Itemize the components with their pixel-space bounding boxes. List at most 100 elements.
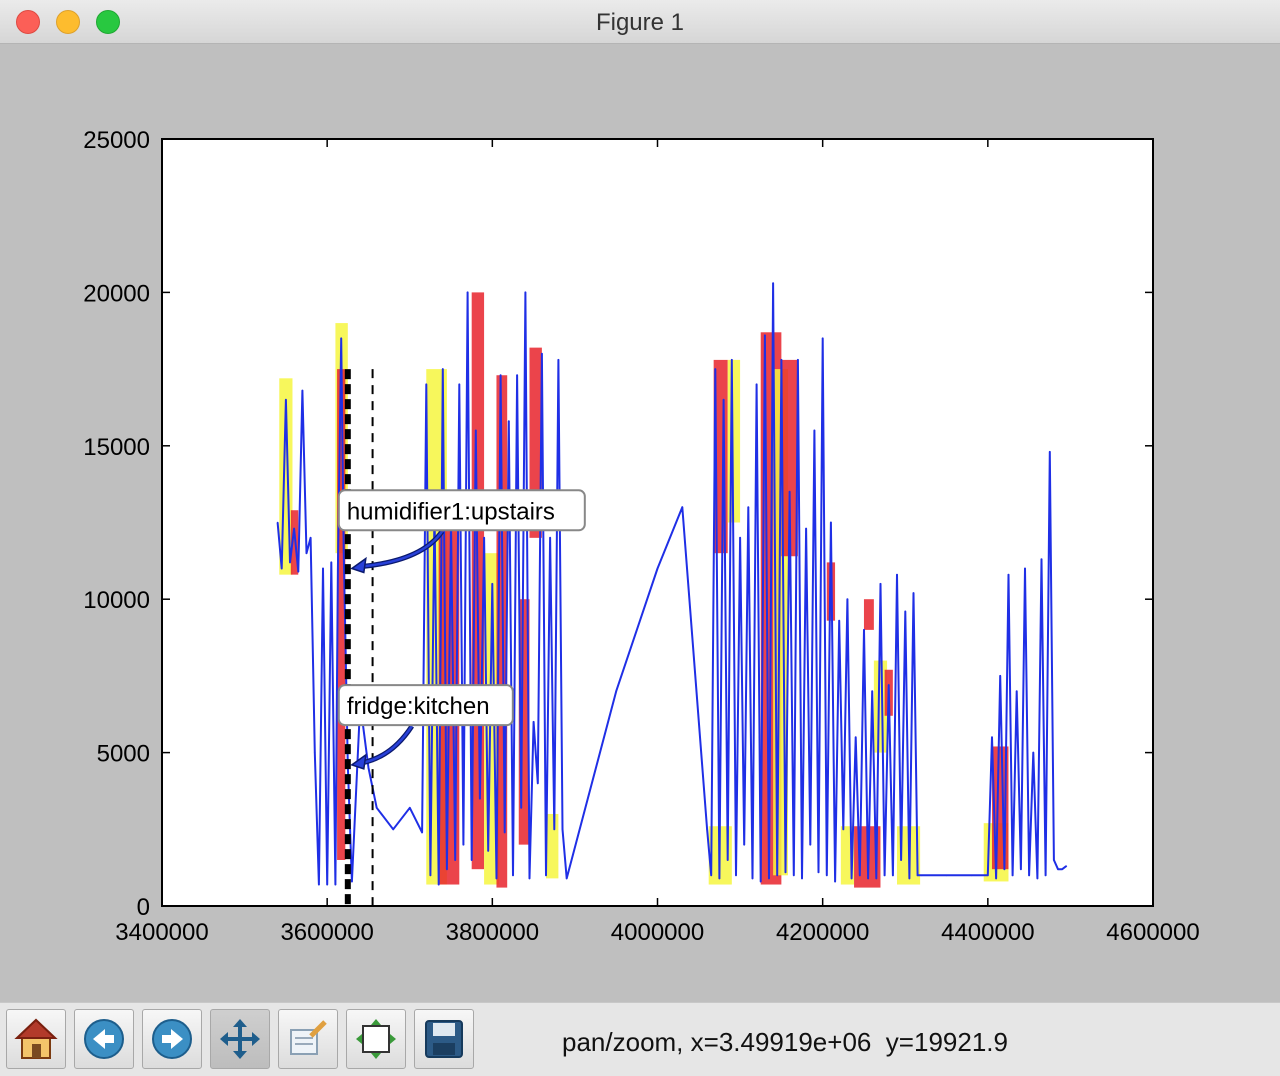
x-tick-label: 3400000 (115, 919, 208, 946)
data-point (532, 721, 535, 723)
data-point (834, 880, 836, 883)
data-point (850, 877, 853, 880)
data-point (483, 537, 485, 539)
data-point (714, 368, 717, 370)
data-point (1024, 567, 1026, 570)
data-point (854, 736, 857, 739)
data-point (487, 849, 490, 852)
minimize-window-button[interactable] (56, 10, 80, 34)
data-point (293, 527, 295, 530)
highlight-block (873, 660, 888, 753)
data-point (792, 874, 795, 877)
data-point (1040, 558, 1043, 561)
plot-area (162, 139, 1153, 906)
data-point (780, 359, 783, 361)
data-point (470, 859, 473, 861)
data-point (512, 874, 514, 877)
data-point (545, 874, 547, 877)
series-layer (276, 282, 1068, 886)
data-point (392, 828, 395, 831)
status-readout: pan/zoom, x=3.49919e+06 y=19921.9 (562, 1027, 1008, 1057)
figure-canvas[interactable]: humidifier1:upstairs fridge:kitchen 34000… (0, 44, 1280, 1002)
arrow-left-icon (84, 1019, 124, 1059)
data-point (313, 751, 316, 754)
data-point (871, 690, 874, 693)
data-point (557, 359, 560, 361)
data-point (987, 874, 989, 877)
data-point (524, 291, 527, 294)
data-point (1020, 868, 1022, 870)
forward-button[interactable] (142, 1009, 202, 1069)
y-tick-label: 0 (137, 894, 150, 921)
data-point (726, 859, 729, 861)
subplots-button[interactable] (346, 1009, 406, 1069)
window-titlebar: Figure 1 (0, 0, 1280, 44)
data-point (499, 374, 502, 377)
data-point (297, 570, 300, 573)
data-point (842, 828, 845, 831)
data-point (301, 389, 304, 392)
data-point (809, 843, 812, 846)
data-point (879, 583, 882, 585)
data-point (1028, 874, 1030, 877)
data-point (475, 429, 477, 432)
data-point (491, 583, 494, 585)
close-window-button[interactable] (16, 10, 40, 34)
data-point (351, 880, 353, 883)
data-point (970, 874, 973, 877)
data-point (516, 374, 518, 377)
highlight-block (518, 599, 530, 845)
data-point (565, 877, 568, 880)
data-point (1057, 868, 1059, 870)
data-point (1048, 451, 1051, 453)
data-point (340, 337, 343, 340)
data-point (1003, 868, 1006, 870)
save-button[interactable] (414, 1009, 474, 1069)
data-point (867, 877, 869, 880)
data-point (776, 874, 779, 877)
data-point (718, 877, 721, 880)
data-point (755, 383, 758, 386)
x-tick-label: 4000000 (611, 919, 704, 946)
data-point (479, 797, 481, 800)
data-point (768, 877, 770, 880)
data-point (892, 874, 894, 877)
data-point (904, 610, 907, 613)
data-point (615, 690, 618, 693)
annotation-label: humidifier1:upstairs (347, 498, 555, 525)
data-point (830, 521, 832, 524)
maximize-window-button[interactable] (96, 10, 120, 34)
x-tick-label: 3800000 (446, 919, 539, 946)
data-point (429, 874, 432, 877)
data-point (334, 883, 337, 886)
pan-button[interactable] (210, 1009, 270, 1069)
data-point (805, 527, 807, 530)
highlight-block (546, 813, 559, 879)
home-button[interactable] (6, 1009, 66, 1069)
data-point (553, 828, 556, 831)
zoom-button[interactable] (278, 1009, 338, 1069)
y-tick-label: 20000 (83, 280, 150, 307)
data-point (764, 334, 766, 337)
data-point (875, 877, 878, 880)
data-point (838, 619, 840, 622)
annotation-arrow (361, 530, 444, 568)
data-point (520, 807, 523, 809)
back-button[interactable] (74, 1009, 134, 1069)
data-point (916, 874, 919, 877)
data-point (1053, 859, 1055, 861)
data-point (784, 871, 787, 874)
data-point (739, 537, 741, 539)
data-point (441, 368, 444, 370)
data-point (458, 383, 461, 386)
data-point (747, 506, 750, 508)
data-point (508, 420, 510, 423)
data-point (285, 398, 287, 401)
chart[interactable]: humidifier1:upstairs fridge:kitchen 34000… (0, 44, 1280, 1002)
arrow-right-icon (152, 1019, 192, 1059)
data-point (920, 874, 923, 877)
navigation-toolbar (0, 1002, 1280, 1076)
data-point (863, 629, 865, 631)
data-point (375, 807, 378, 809)
data-point (912, 592, 915, 594)
